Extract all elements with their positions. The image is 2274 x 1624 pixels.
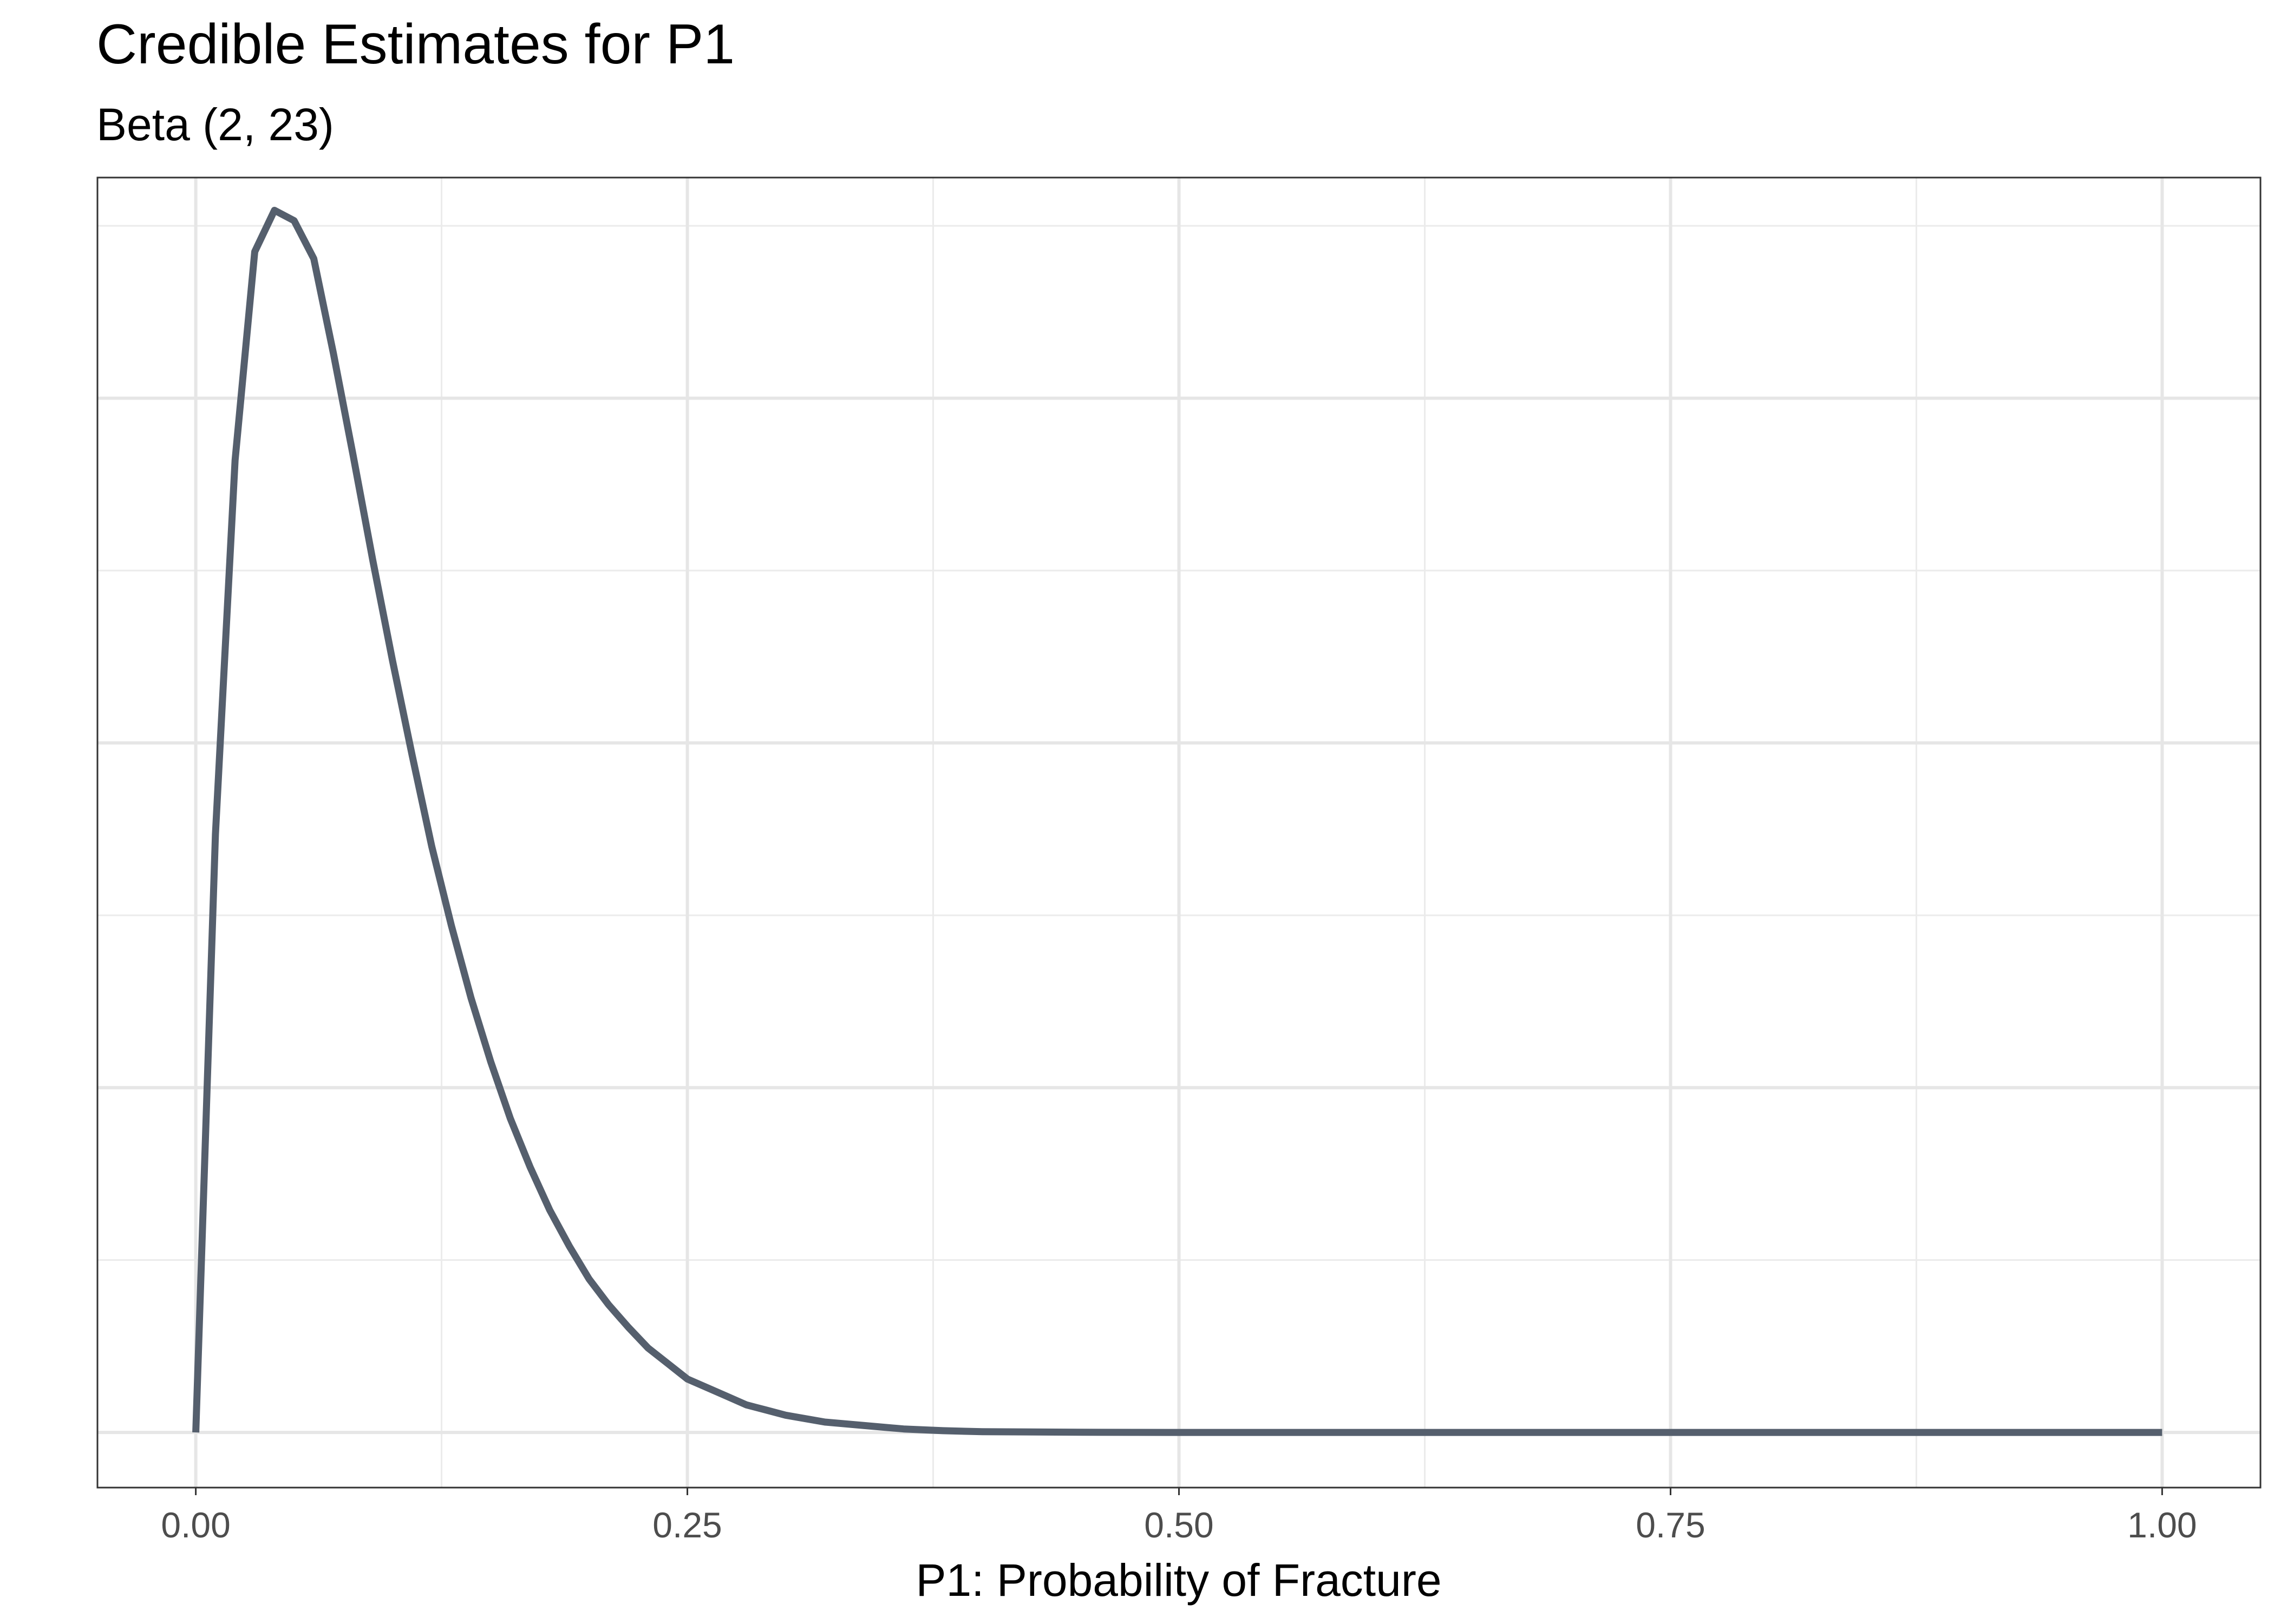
chart-title: Credible Estimates for P1 xyxy=(96,13,735,76)
x-tick-label: 1.00 xyxy=(2127,1505,2197,1545)
axis-layer: 0.00 0.25 0.50 0.75 1.00 xyxy=(161,1488,2197,1545)
density-line xyxy=(192,207,2162,1436)
x-tick-label: 0.25 xyxy=(652,1505,722,1545)
x-axis-title: P1: Probability of Fracture xyxy=(916,1555,1441,1606)
x-tick-label: 0.00 xyxy=(161,1505,230,1545)
x-tick-label: 0.75 xyxy=(1636,1505,1705,1545)
x-tick-label: 0.50 xyxy=(1144,1505,1213,1545)
chart-subtitle: Beta (2, 23) xyxy=(96,99,334,150)
line-layer xyxy=(192,207,2162,1436)
